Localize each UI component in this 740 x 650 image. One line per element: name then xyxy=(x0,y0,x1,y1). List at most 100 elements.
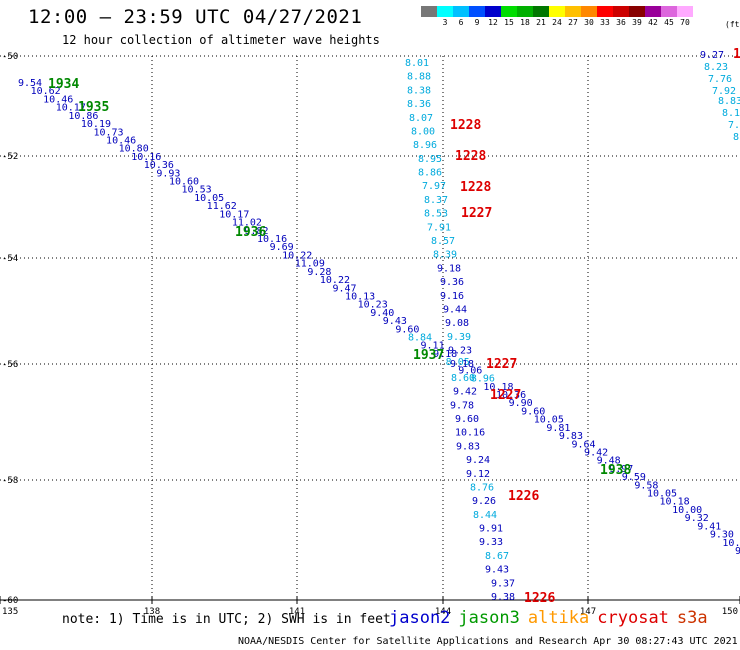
swh-value: 9.33 xyxy=(479,537,503,548)
swh-value: 8.67 xyxy=(485,551,509,562)
legend-swatch xyxy=(661,6,677,17)
swh-value: 8.53 xyxy=(424,209,448,220)
legend-label: 39 xyxy=(632,18,642,27)
longitude-tick-label: 147 xyxy=(580,607,596,617)
swh-value: 9.69 xyxy=(270,242,294,253)
legend-value-labels: 3 6 9 12 15 18 21 24 27 30 33 36 39 42 45 70 xyxy=(421,18,693,27)
swh-value: 9.81 xyxy=(546,423,570,434)
swh-value: 9.16 xyxy=(440,291,464,302)
latitude-tick-label: -52 xyxy=(2,152,18,162)
swh-value: 8.95 xyxy=(418,154,442,165)
legend-label: 12 xyxy=(488,18,498,27)
legend-label: 27 xyxy=(568,18,578,27)
legend-label: 6 xyxy=(458,18,464,27)
pass-time-label: 1937 xyxy=(413,348,444,363)
swh-value: 8.57 xyxy=(431,236,455,247)
legend-swatch xyxy=(453,6,469,17)
legend-label: 15 xyxy=(504,18,514,27)
swh-value: 9.38 xyxy=(491,592,515,603)
swh-value: 10.00 xyxy=(672,505,702,516)
swh-value: 10.23 xyxy=(358,300,388,311)
swh-value: 8.96 xyxy=(413,140,437,151)
satellite-cryosat: cryosat xyxy=(597,608,669,628)
swh-value: 7.91 xyxy=(427,222,451,233)
legend-swatch xyxy=(437,6,453,17)
swh-value: 10.31 xyxy=(722,538,740,549)
swh-value: 9.90 xyxy=(509,398,533,409)
longitude-tick-label: 144 xyxy=(435,607,451,617)
swh-value: 8.1 xyxy=(722,108,740,119)
pass-time-label: 1227 xyxy=(486,357,517,372)
longitude-tick-label: 135 xyxy=(2,607,18,617)
legend-swatch xyxy=(517,6,533,17)
swh-value: 9.42 xyxy=(584,447,608,458)
swh-value: 8.07 xyxy=(409,113,433,124)
swh-value: 9.08 xyxy=(445,318,469,329)
legend-swatch xyxy=(549,6,565,17)
swh-value: 8.76 xyxy=(470,482,494,493)
longitude-tick-label: 138 xyxy=(144,607,160,617)
satellite-jason3: jason3 xyxy=(458,608,520,628)
swh-value: 9.47 xyxy=(332,283,356,294)
latitude-tick-label: -56 xyxy=(2,360,18,370)
swh-value: 9.64 xyxy=(571,439,595,450)
legend-swatch xyxy=(565,6,581,17)
legend-swatch xyxy=(533,6,549,17)
swh-value: 9.42 xyxy=(453,387,477,398)
swh-value: 9.18 xyxy=(450,359,474,370)
pass-time-label: 1936 xyxy=(235,225,266,240)
swh-value: 9.69 xyxy=(735,546,740,557)
swh-value: 10.16 xyxy=(131,152,161,163)
swh-value: 10.80 xyxy=(119,144,149,155)
latitude-tick-label: -54 xyxy=(2,254,18,264)
pass-time-label: 1227 xyxy=(490,388,521,403)
satellite-s3a: s3a xyxy=(676,608,708,628)
swh-value: 10.16 xyxy=(455,428,485,439)
legend-label: 33 xyxy=(600,18,610,27)
swh-value: 9.23 xyxy=(448,346,472,357)
swh-value: 9.40 xyxy=(370,308,394,319)
swh-value: 10.05 xyxy=(647,489,677,500)
map-title: 12:00 – 23:59 UTC 04/27/2021 xyxy=(28,6,363,28)
legend-swatch xyxy=(469,6,485,17)
swh-value: 9.82 xyxy=(244,226,268,237)
swh-value: 9.60 xyxy=(395,324,419,335)
longitude-tick-label: 141 xyxy=(289,607,305,617)
swh-value: 9.28 xyxy=(307,267,331,278)
swh-value: 10.17 xyxy=(219,209,249,220)
legend-label: 42 xyxy=(648,18,658,27)
swh-value: 9.39 xyxy=(447,332,471,343)
swh-value: 9.18 xyxy=(437,263,461,274)
swh-value: 9.12 xyxy=(466,469,490,480)
latitude-tick-label: -50 xyxy=(2,52,18,62)
swh-value: 9.41 xyxy=(697,521,721,532)
swh-value: 8.23 xyxy=(704,62,728,73)
swh-value: 9.78 xyxy=(450,400,474,411)
swh-value: 10.17 xyxy=(56,103,86,114)
swh-value: 8.39 xyxy=(433,250,457,261)
swh-value: 8.60 xyxy=(451,373,475,384)
swh-value: 10.22 xyxy=(320,275,350,286)
swh-value: 10.13 xyxy=(345,291,375,302)
swh-value: 9.26 xyxy=(472,496,496,507)
legend-swatch xyxy=(501,6,517,17)
swh-value: 7.92 xyxy=(712,86,736,97)
swh-value: 9.11 xyxy=(421,341,445,352)
swh-value: 10.46 xyxy=(43,94,73,105)
swh-value: 10.05 xyxy=(194,193,224,204)
legend-label: 24 xyxy=(552,18,562,27)
legend-unit: (ft) xyxy=(725,20,740,29)
pass-time-label: 1938 xyxy=(600,463,631,478)
swh-value: 11.62 xyxy=(207,201,237,212)
legend-swatch xyxy=(421,6,437,17)
swh-value: 9.43 xyxy=(383,316,407,327)
swh-value: 10.46 xyxy=(106,135,136,146)
swh-value: 7.97 xyxy=(422,181,446,192)
swh-value: 9.32 xyxy=(685,513,709,524)
legend-swatch xyxy=(613,6,629,17)
swh-value: 10.16 xyxy=(257,234,287,245)
swh-value: 8.05 xyxy=(446,357,470,368)
swh-value: 10.36 xyxy=(496,390,526,401)
swh-value: 10.05 xyxy=(534,415,564,426)
legend-label: 9 xyxy=(474,18,480,27)
